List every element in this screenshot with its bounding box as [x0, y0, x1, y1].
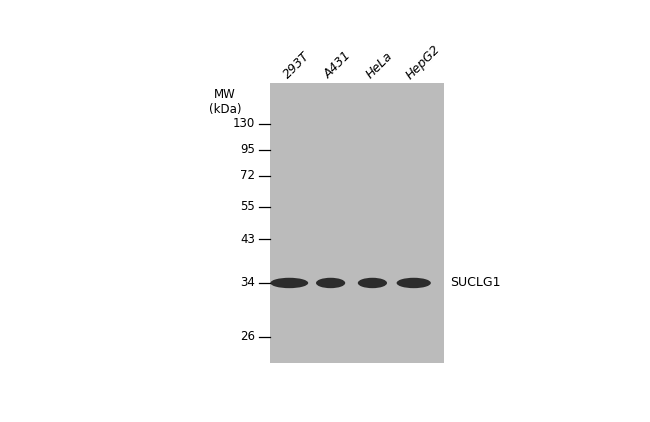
- Ellipse shape: [396, 278, 431, 288]
- Ellipse shape: [358, 278, 387, 288]
- Text: SUCLG1: SUCLG1: [450, 276, 500, 289]
- Text: 26: 26: [240, 330, 255, 343]
- Text: 95: 95: [240, 143, 255, 156]
- Ellipse shape: [270, 278, 308, 288]
- Ellipse shape: [316, 278, 345, 288]
- Text: 55: 55: [240, 200, 255, 213]
- Text: 72: 72: [240, 169, 255, 182]
- Text: A431: A431: [321, 49, 354, 81]
- Bar: [270, 83, 444, 362]
- Text: 34: 34: [240, 276, 255, 289]
- Text: 130: 130: [233, 117, 255, 130]
- Text: HepG2: HepG2: [404, 42, 443, 81]
- Text: MW
(kDa): MW (kDa): [209, 88, 241, 116]
- Text: HeLa: HeLa: [363, 50, 395, 81]
- Text: 43: 43: [240, 233, 255, 246]
- Text: 293T: 293T: [281, 50, 313, 81]
